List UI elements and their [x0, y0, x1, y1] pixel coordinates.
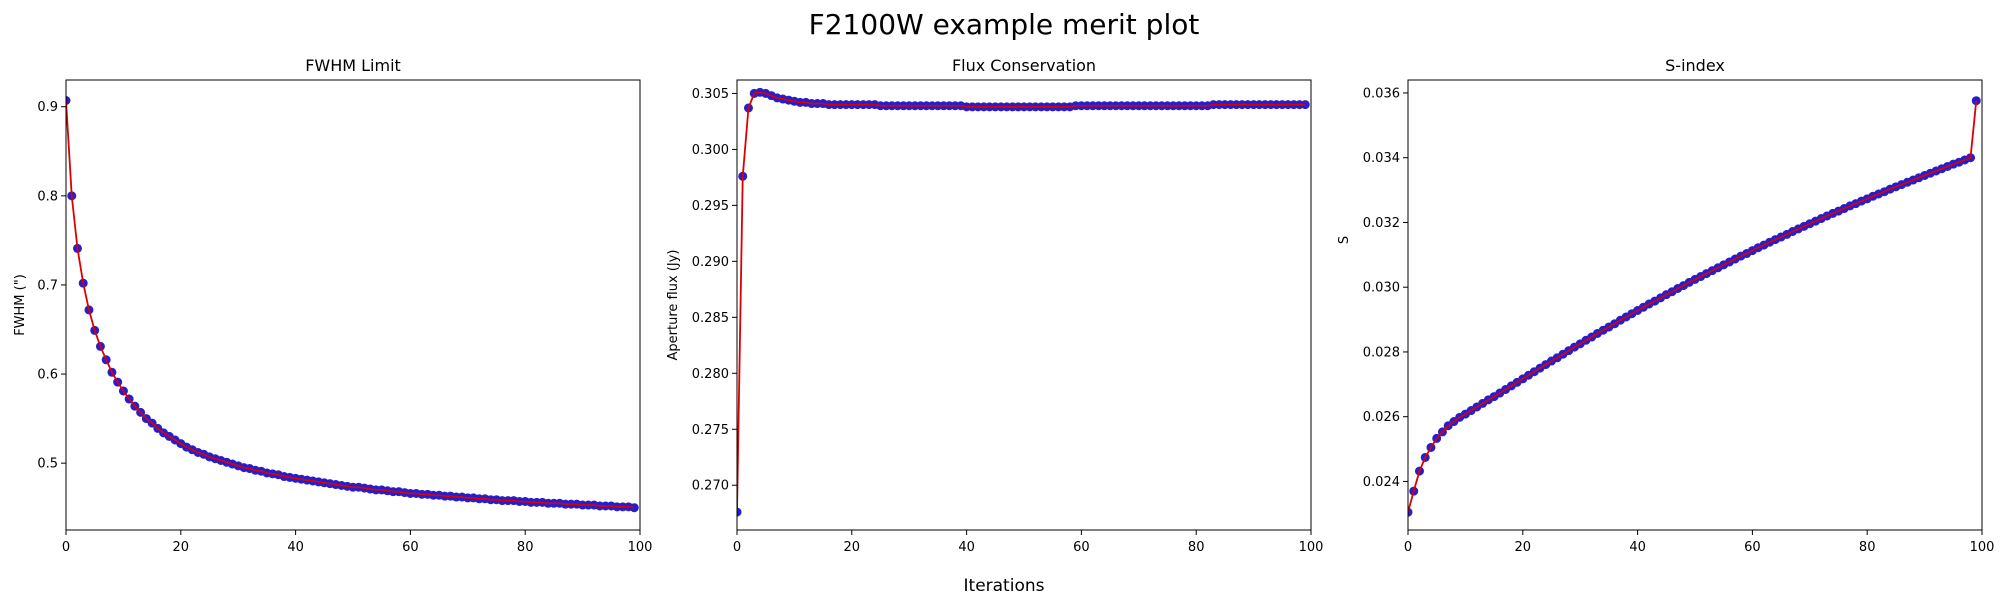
- x-tick-label: 40: [287, 540, 304, 555]
- chart-panel-0: FWHM Limit FWHM (") 0 20 40 60 80 100 0.5 0.6 0.7 0…: [13, 56, 652, 555]
- panel-ylabel: FWHM ("): [13, 274, 28, 336]
- panel-title: Flux Conservation: [952, 56, 1096, 75]
- x-tick-label: 100: [1970, 540, 1995, 555]
- y-tick-label: 0.026: [1363, 410, 1400, 425]
- y-tick-label: 0.270: [692, 479, 729, 494]
- figure-xlabel: Iterations: [964, 576, 1045, 596]
- data-point: [737, 507, 742, 517]
- y-tick-label: 0.290: [692, 255, 729, 270]
- axes-frame: [65, 79, 641, 531]
- y-tick-label: 0.7: [37, 278, 58, 293]
- y-tick-label: 0.285: [692, 311, 729, 326]
- series-line: [1408, 100, 1978, 513]
- axes-frame: [736, 79, 1312, 531]
- y-tick-label: 0.034: [1363, 151, 1400, 166]
- x-tick-label: 20: [844, 540, 861, 555]
- y-tick-label: 0.024: [1363, 475, 1400, 490]
- x-tick-label: 80: [517, 540, 534, 555]
- x-tick-label: 80: [1859, 540, 1876, 555]
- chart-panel-2: S-index S 0 20 40 60 80 100 0.024 0.026 0.028 0.030…: [1337, 56, 1994, 555]
- y-tick-label: 0.9: [37, 100, 58, 115]
- panel-ylabel: S: [1337, 236, 1352, 244]
- x-tick-label: 100: [628, 540, 653, 555]
- panel-title: S-index: [1665, 56, 1725, 75]
- y-tick-label: 0.6: [37, 368, 58, 383]
- y-tick-label: 0.036: [1363, 86, 1400, 101]
- series-0: [737, 87, 1310, 517]
- x-tick-label: 0: [733, 540, 741, 555]
- data-point: [66, 95, 71, 105]
- panel-title: FWHM Limit: [305, 56, 401, 75]
- y-tick-label: 0.032: [1363, 216, 1400, 231]
- x-tick-label: 0: [62, 540, 70, 555]
- y-tick-label: 0.275: [692, 423, 729, 438]
- y-tick-label: 0.300: [692, 143, 729, 158]
- x-tick-label: 40: [1629, 540, 1646, 555]
- y-tick-label: 0.028: [1363, 345, 1400, 360]
- y-tick-label: 0.280: [692, 367, 729, 382]
- x-tick-label: 60: [402, 540, 419, 555]
- y-tick-label: 0.8: [37, 189, 58, 204]
- series-line: [737, 91, 1306, 513]
- x-tick-label: 100: [1299, 540, 1324, 555]
- x-tick-label: 20: [1515, 540, 1532, 555]
- x-tick-label: 40: [958, 540, 975, 555]
- chart-panel-1: Flux Conservation Aperture flux (Jy) 0 20 40…: [666, 56, 1323, 555]
- y-tick-label: 0.5: [37, 457, 58, 472]
- series-line: [66, 100, 635, 509]
- x-tick-label: 20: [173, 540, 190, 555]
- y-tick-label: 0.295: [692, 199, 729, 214]
- x-tick-label: 0: [1404, 540, 1412, 555]
- series-0: [1408, 96, 1981, 517]
- x-tick-label: 80: [1188, 540, 1205, 555]
- series-0: [66, 95, 639, 513]
- y-tick-label: 0.305: [692, 87, 729, 102]
- axes-frame: [1407, 79, 1983, 531]
- panel-ylabel: Aperture flux (Jy): [666, 250, 681, 361]
- x-tick-label: 60: [1744, 540, 1761, 555]
- y-tick-label: 0.030: [1363, 281, 1400, 296]
- figure-title: F2100W example merit plot: [809, 8, 1200, 41]
- x-tick-label: 60: [1073, 540, 1090, 555]
